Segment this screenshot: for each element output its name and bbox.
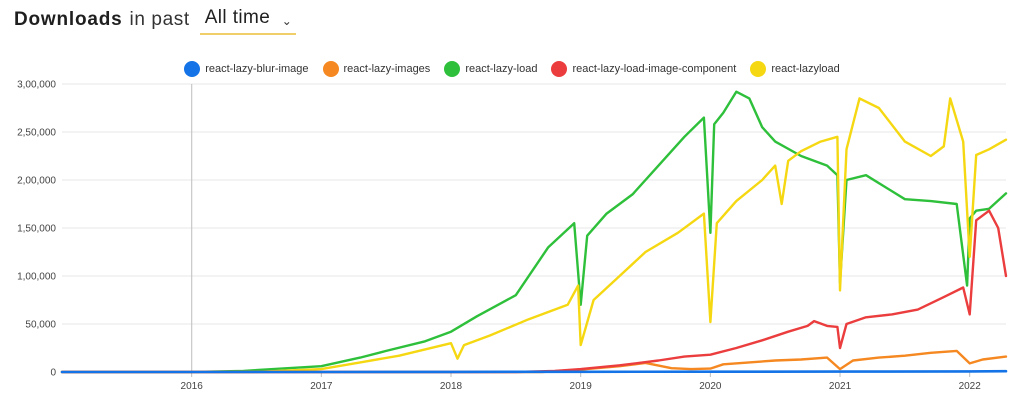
in-past-label: in past [129, 9, 190, 30]
y-tick-label: 50,000 [25, 320, 56, 331]
legend-label: react-lazy-load-image-component [572, 63, 737, 75]
time-range-select[interactable]: All time ⌄ [199, 5, 297, 35]
legend-item-react-lazy-blur-image[interactable]: react-lazy-blur-image [184, 61, 309, 77]
legend-swatch [322, 61, 339, 77]
y-tick-label: 1,50,000 [17, 224, 56, 235]
legend-item-react-lazyload[interactable]: react-lazyload [750, 61, 840, 77]
legend-item-react-lazy-load-image-component[interactable]: react-lazy-load-image-component [551, 61, 736, 77]
y-tick-label: 2,00,000 [17, 176, 56, 187]
legend-label: react-lazy-blur-image [205, 63, 309, 75]
y-tick-label: 0 [50, 368, 56, 379]
legend-item-react-lazy-images[interactable]: react-lazy-images [322, 61, 431, 77]
chart-legend: react-lazy-blur-image react-lazy-images re… [0, 61, 1024, 77]
x-tick-label: 2022 [959, 381, 982, 392]
legend-swatch [551, 61, 568, 77]
x-tick-label: 2019 [570, 381, 593, 392]
series-line-react-lazy-load-image-component[interactable] [60, 209, 1008, 374]
x-tick-label: 2017 [310, 381, 333, 392]
downloads-header: Downloads in past All time ⌄ [14, 5, 297, 35]
legend-swatch [444, 61, 461, 77]
series-line-react-lazy-images[interactable] [60, 349, 1008, 374]
chevron-down-icon: ⌄ [281, 14, 293, 28]
series-line-react-lazy-blur-image[interactable] [60, 369, 1008, 374]
y-tick-label: 2,50,000 [17, 128, 56, 139]
downloads-title: Downloads [14, 9, 123, 30]
x-tick-label: 2021 [829, 381, 852, 392]
y-tick-label: 1,00,000 [17, 272, 56, 283]
time-range-value: All time [204, 7, 271, 28]
legend-label: react-lazy-load [465, 63, 538, 75]
x-tick-label: 2018 [440, 381, 463, 392]
x-tick-label: 2020 [699, 381, 722, 392]
legend-swatch [184, 61, 201, 77]
series-line-react-lazy-load[interactable] [60, 90, 1008, 374]
series-line-react-lazyload[interactable] [60, 97, 1008, 374]
legend-swatch [750, 61, 767, 77]
x-tick-label: 2016 [181, 381, 204, 392]
legend-label: react-lazyload [771, 63, 840, 75]
y-tick-label: 3,00,000 [17, 80, 56, 91]
legend-item-react-lazy-load[interactable]: react-lazy-load [444, 61, 537, 77]
legend-label: react-lazy-images [343, 63, 431, 75]
